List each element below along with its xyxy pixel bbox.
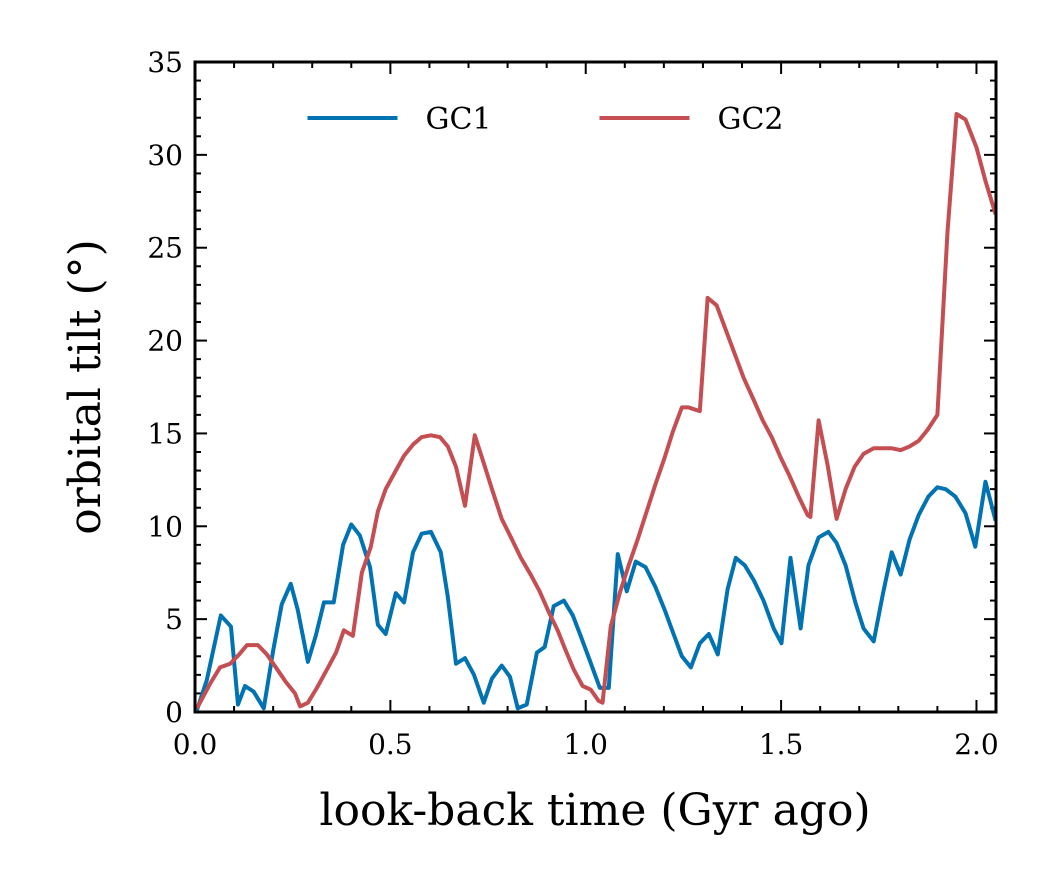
y-axis-label: orbital tilt (°) (60, 239, 111, 535)
line-series (195, 112, 996, 710)
y-tick-label: 35 (147, 46, 183, 79)
legend-label: GC2 (718, 102, 784, 137)
y-tick-label: 15 (147, 417, 183, 450)
line-series (195, 479, 996, 711)
y-tick-label: 10 (147, 510, 183, 543)
x-axis-label: look-back time (Gyr ago) (319, 785, 870, 836)
x-tick-label: 0.5 (368, 728, 413, 761)
x-tick-label: 1.0 (563, 728, 608, 761)
y-tick-label: 5 (165, 603, 183, 636)
legend-label: GC1 (426, 102, 492, 137)
y-tick-label: 30 (147, 139, 183, 172)
y-tick-label: 20 (147, 325, 183, 358)
x-tick-label: 2.0 (954, 728, 999, 761)
plot-frame (193, 60, 998, 714)
y-tick-label: 0 (165, 696, 183, 729)
x-tick-label: 1.5 (759, 728, 804, 761)
x-tick-label: 0.0 (173, 728, 218, 761)
y-tick-label: 25 (147, 232, 183, 265)
